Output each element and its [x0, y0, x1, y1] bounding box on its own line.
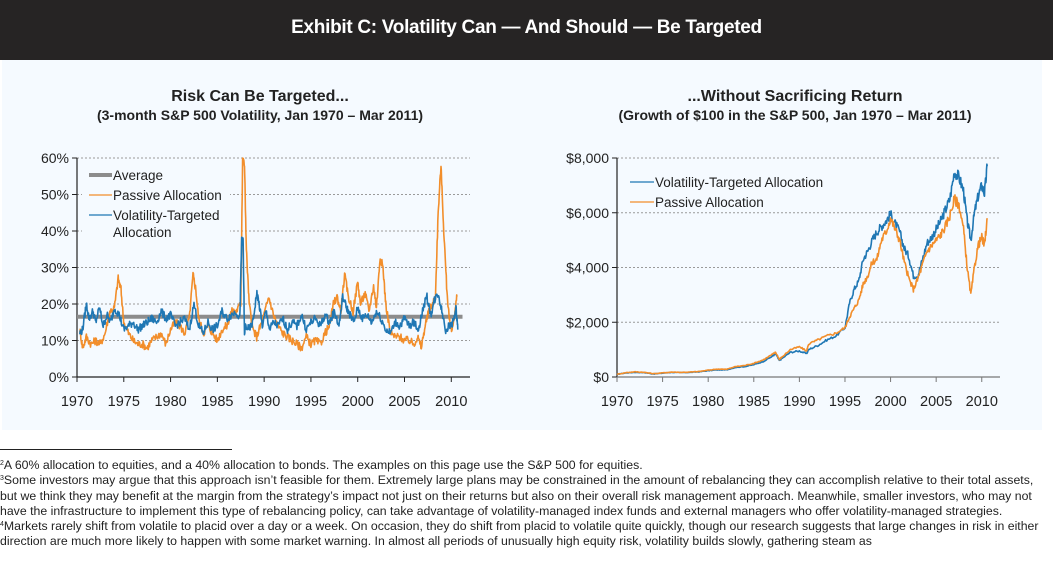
x-tick-label: 2010: [435, 394, 467, 410]
x-tick-label: 1980: [692, 394, 724, 410]
passive-allocation-line: [616, 194, 988, 376]
passive-allocation-line: [79, 157, 458, 352]
footnote-text: Some investors may argue that this appro…: [0, 473, 1034, 518]
left-chart-heading: Risk Can Be Targeted... (3-month S&P 500…: [40, 87, 480, 124]
y-tick-label: $2,000: [566, 314, 609, 330]
legend-label-passive: Passive Allocation: [655, 195, 764, 210]
x-tick-label: 1985: [201, 394, 233, 410]
x-tick-label: 2005: [920, 394, 952, 410]
growth-chart: $0 $2,000 $4,000 $6,000 $8,000 1970 1975 1980 19…: [566, 150, 1000, 410]
x-tick-label: 1995: [295, 394, 327, 410]
y-tick-label: 50%: [41, 187, 69, 203]
x-tick-label: 1995: [829, 394, 861, 410]
legend-label-passive: Passive Allocation: [113, 188, 222, 203]
y-tick-label: $8,000: [566, 150, 609, 166]
right-chart-heading: ...Without Sacrificing Return (Growth of…: [560, 87, 1030, 124]
x-tick-label: 2005: [388, 394, 420, 410]
y-tick-label: $0: [593, 369, 609, 385]
exhibit-header: Exhibit C: Volatility Can — And Should —…: [0, 0, 1053, 60]
exhibit-title: Exhibit C: Volatility Can — And Should —…: [291, 17, 762, 38]
y-tick-label: 0%: [49, 369, 69, 385]
y-tick-label: 20%: [41, 296, 69, 312]
x-tick-label: 2000: [874, 394, 906, 410]
x-tick-label: 1975: [646, 394, 678, 410]
legend-label-targeted: Volatility-Targeted: [113, 208, 220, 223]
x-tick-label: 1985: [738, 394, 770, 410]
y-tick-label: 30%: [41, 260, 69, 276]
x-tick-label: 1970: [61, 394, 93, 410]
footnote-2: 2A 60% allocation to equities, and a 40%…: [0, 458, 1050, 473]
x-tick-label: 2000: [342, 394, 374, 410]
x-tick-label: 2010: [966, 394, 998, 410]
y-tick-label: $4,000: [566, 260, 609, 276]
footnote-3: 3Some investors may argue that this appr…: [0, 473, 1050, 519]
left-chart-title: Risk Can Be Targeted...: [171, 88, 349, 105]
legend-label-targeted: Volatility-Targeted Allocation: [655, 175, 823, 190]
volatility-targeted-allocation-line: [79, 236, 459, 336]
footnote-marker: 3: [0, 475, 4, 483]
volatility-chart: 0% 10% 20% 30% 40% 50% 60% 1970 1975 1980 1985 1990…: [41, 150, 470, 410]
x-tick-label: 1990: [248, 394, 280, 410]
y-tick-label: $6,000: [566, 205, 609, 221]
right-chart-subtitle: (Growth of $100 in the S&P 500, Jan 1970…: [618, 107, 972, 123]
footnote-4: 4Markets rarely shift from volatile to p…: [0, 519, 1050, 550]
y-tick-label: 10%: [41, 333, 69, 349]
footnote-marker: 2: [0, 460, 4, 467]
x-tick-label: 1975: [108, 394, 140, 410]
right-chart-title: ...Without Sacrificing Return: [687, 88, 903, 105]
left-chart-subtitle: (3-month S&P 500 Volatility, Jan 1970 – …: [96, 107, 424, 123]
legend-label-average: Average: [113, 168, 163, 183]
footnote-marker: 4: [0, 521, 4, 529]
footnotes: 2A 60% allocation to equities, and a 40%…: [0, 458, 1050, 550]
x-tick-label: 1980: [154, 394, 186, 410]
x-tick-label: 1990: [783, 394, 815, 410]
footnote-text: Markets rarely shift from volatile to pl…: [0, 519, 1039, 549]
y-tick-label: 40%: [41, 223, 69, 239]
y-tick-label: 60%: [41, 150, 69, 166]
x-tick-label: 1970: [601, 394, 633, 410]
charts-panel: [2, 60, 1042, 430]
footnote-divider: [0, 449, 232, 450]
footnote-text: A 60% allocation to equities, and a 40% …: [3, 458, 643, 472]
legend-label-targeted-line2: Allocation: [113, 225, 172, 240]
